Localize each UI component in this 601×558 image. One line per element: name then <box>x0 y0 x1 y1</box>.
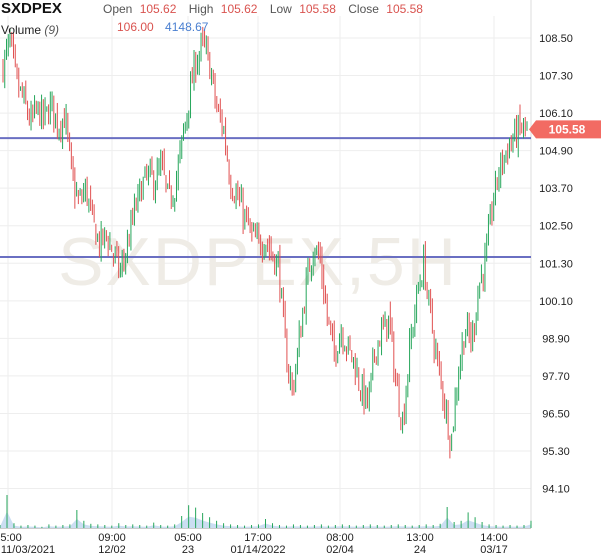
volume-legend: Volume (9) <box>1 23 59 37</box>
x-tick-date: 01/14/2022 <box>230 544 285 556</box>
volume-ma-value: 4148.67 <box>165 20 209 34</box>
y-tick-label: 106.10 <box>539 108 573 120</box>
symbol-name[interactable]: SXDPEX <box>1 0 62 17</box>
open-label: Open <box>103 2 133 16</box>
legend-row-1: SXDPEX <box>1 0 62 17</box>
y-tick-label: 101.30 <box>539 258 573 270</box>
x-tick-date: 03/17 <box>480 544 508 556</box>
y-tick-label: 98.90 <box>542 333 570 345</box>
volume-readout: 106.00 4148.67 <box>117 20 208 34</box>
x-tick-time: 14:00 <box>480 532 508 544</box>
y-tick-label: 103.70 <box>539 183 573 195</box>
close-label: Close <box>348 2 379 16</box>
x-tick-date: 23 <box>182 544 194 556</box>
y-tick-label: 94.10 <box>542 484 570 496</box>
x-tick-time: 08:00 <box>326 532 354 544</box>
candlestick-series <box>2 26 528 459</box>
x-tick-time: 09:00 <box>98 532 126 544</box>
volume-label[interactable]: Volume <box>1 23 42 37</box>
x-tick-date: 24 <box>414 544 426 556</box>
price-badge-value: 105.58 <box>549 122 586 136</box>
y-tick-label: 100.10 <box>539 296 573 308</box>
y-tick-label: 97.70 <box>542 371 570 383</box>
y-tick-label: 95.30 <box>542 446 570 458</box>
price-axis: 108.50 107.30 106.10 104.90 103.70 102.50 101.… <box>539 33 573 496</box>
y-tick-label: 107.30 <box>539 71 573 83</box>
grid <box>0 0 532 529</box>
ohlc-readout: Open 105.62 High 105.62 Low 105.58 Close… <box>103 2 423 16</box>
volume-value: 106.00 <box>117 20 154 34</box>
x-tick-date: 12/02 <box>98 544 126 556</box>
y-tick-label: 104.90 <box>539 146 573 158</box>
x-tick-time: 05:00 <box>174 532 202 544</box>
y-tick-label: 102.50 <box>539 221 573 233</box>
x-tick-time: 17:00 <box>244 532 272 544</box>
x-tick-date: 02/04 <box>326 544 354 556</box>
y-tick-label: 96.50 <box>542 408 570 420</box>
low-label: Low <box>269 2 292 16</box>
volume-period: (9) <box>44 23 60 37</box>
volume-histogram <box>0 495 532 528</box>
price-badge-background <box>529 120 601 139</box>
low-value: 105.58 <box>299 2 336 16</box>
last-price-badge: 105.58 <box>529 120 601 139</box>
time-axis: 05:0011/03/202109:0012/0205:002317:0001/… <box>0 532 508 556</box>
open-value: 105.62 <box>139 2 177 16</box>
x-tick-time: 05:00 <box>0 532 22 544</box>
high-label: High <box>188 2 214 16</box>
close-value: 105.58 <box>386 2 423 16</box>
horizontal-lines <box>0 137 531 259</box>
watermark: SXDPEX,5H <box>58 224 458 300</box>
y-tick-label: 108.50 <box>539 33 573 45</box>
x-tick-time: 13:00 <box>406 532 434 544</box>
high-value: 105.62 <box>220 2 258 16</box>
x-tick-date: 11/03/2021 <box>1 544 55 556</box>
